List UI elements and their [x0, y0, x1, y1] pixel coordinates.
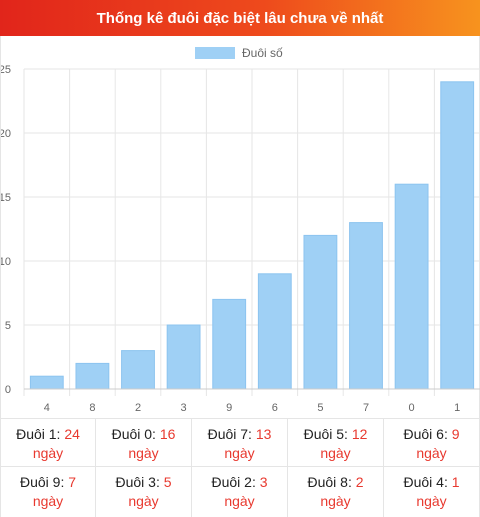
stat-cell: Đuôi 6: 9 ngày [384, 419, 480, 467]
stat-cell: Đuôi 3: 5 ngày [96, 467, 192, 517]
chart-area: Đuôi số 0 5 10 15 20 25 4 8 2 3 9 6 5 7 0 1 [0, 36, 480, 418]
stat-unit: ngày [128, 445, 159, 461]
bar [257, 273, 292, 390]
stat-cell: Đuôi 0: 16 ngày [96, 419, 192, 467]
x-tick-label: 9 [226, 402, 232, 414]
x-tick-label: 8 [89, 402, 95, 414]
stat-label: Đuôi 8: [307, 474, 352, 490]
stats-grid: Đuôi 1: 24 ngày Đuôi 0: 16 ngày Đuôi 7: … [0, 418, 480, 517]
stat-value: 7 [68, 474, 77, 490]
stat-label: Đuôi 5: [303, 426, 348, 442]
stat-cell: Đuôi 2: 3 ngày [192, 467, 288, 517]
stat-unit: ngày [32, 445, 64, 461]
stat-unit: ngày [320, 493, 351, 509]
stat-cell: Đuôi 9: 7 ngày [0, 467, 96, 517]
stat-value: 3 [259, 474, 268, 490]
bar [349, 222, 383, 390]
stat-value: 13 [255, 426, 272, 442]
y-tick-label: 10 [1, 256, 11, 268]
x-tick-label: 2 [135, 402, 141, 414]
legend-swatch [195, 47, 235, 59]
bar [75, 362, 110, 390]
x-tick-label: 5 [317, 402, 323, 414]
stat-cell: Đuôi 8: 2 ngày [288, 467, 384, 517]
stat-cell: Đuôi 5: 12 ngày [288, 419, 384, 467]
x-tick-label: 4 [44, 402, 50, 414]
stat-label: Đuôi 4: [403, 474, 448, 490]
y-tick-label: 15 [1, 192, 11, 204]
stat-value: 24 [64, 426, 80, 442]
stat-unit: ngày [128, 493, 159, 509]
stat-unit: ngày [224, 445, 255, 461]
stat-label: Đuôi 3: [115, 474, 160, 490]
bar [121, 350, 155, 390]
bar [212, 298, 247, 390]
chart-header: Thống kê đuôi đặc biệt lâu chưa về nhất [0, 0, 480, 36]
bar [29, 375, 64, 390]
bar [166, 324, 201, 390]
bar [394, 183, 429, 390]
stat-label: Đuôi 6: [403, 426, 448, 442]
stat-value: 5 [163, 474, 172, 490]
bar [303, 234, 338, 390]
stat-label: Đuôi 1: [16, 426, 61, 442]
stat-label: Đuôi 7: [207, 426, 252, 442]
y-tick-label: 5 [5, 320, 11, 332]
stat-cell: Đuôi 7: 13 ngày [192, 419, 288, 467]
legend-label: Đuôi số [242, 46, 283, 60]
y-tick-label: 20 [1, 128, 11, 140]
stat-label: Đuôi 0: [111, 426, 156, 442]
stat-cell: Đuôi 4: 1 ngày [384, 467, 480, 517]
stat-label: Đuôi 2: [211, 474, 256, 490]
y-tick-label: 0 [5, 384, 11, 396]
stat-unit: ngày [416, 493, 447, 509]
stat-label: Đuôi 9: [19, 474, 65, 490]
stat-cell: Đuôi 1: 24 ngày [0, 419, 96, 467]
x-tick-label: 0 [409, 402, 415, 414]
stat-unit: ngày [416, 445, 447, 461]
bar [440, 81, 475, 390]
stat-value: 2 [355, 474, 364, 490]
chart-title: Thống kê đuôi đặc biệt lâu chưa về nhất [96, 9, 384, 27]
stat-value: 16 [159, 426, 176, 442]
x-tick-label: 1 [454, 402, 460, 414]
x-tick-label: 3 [181, 402, 187, 414]
x-tick-label: 6 [272, 402, 278, 414]
y-tick-label: 25 [1, 64, 11, 76]
bar-chart: Đuôi số 0 5 10 15 20 25 4 8 2 3 9 6 5 7 0 1 [1, 46, 480, 414]
stat-unit: ngày [224, 493, 255, 509]
stat-value: 12 [351, 426, 368, 442]
stat-unit: ngày [32, 493, 64, 509]
stat-value: 9 [451, 426, 460, 442]
x-tick-label: 7 [363, 402, 369, 414]
stat-value: 1 [451, 474, 460, 490]
stat-unit: ngày [320, 445, 351, 461]
